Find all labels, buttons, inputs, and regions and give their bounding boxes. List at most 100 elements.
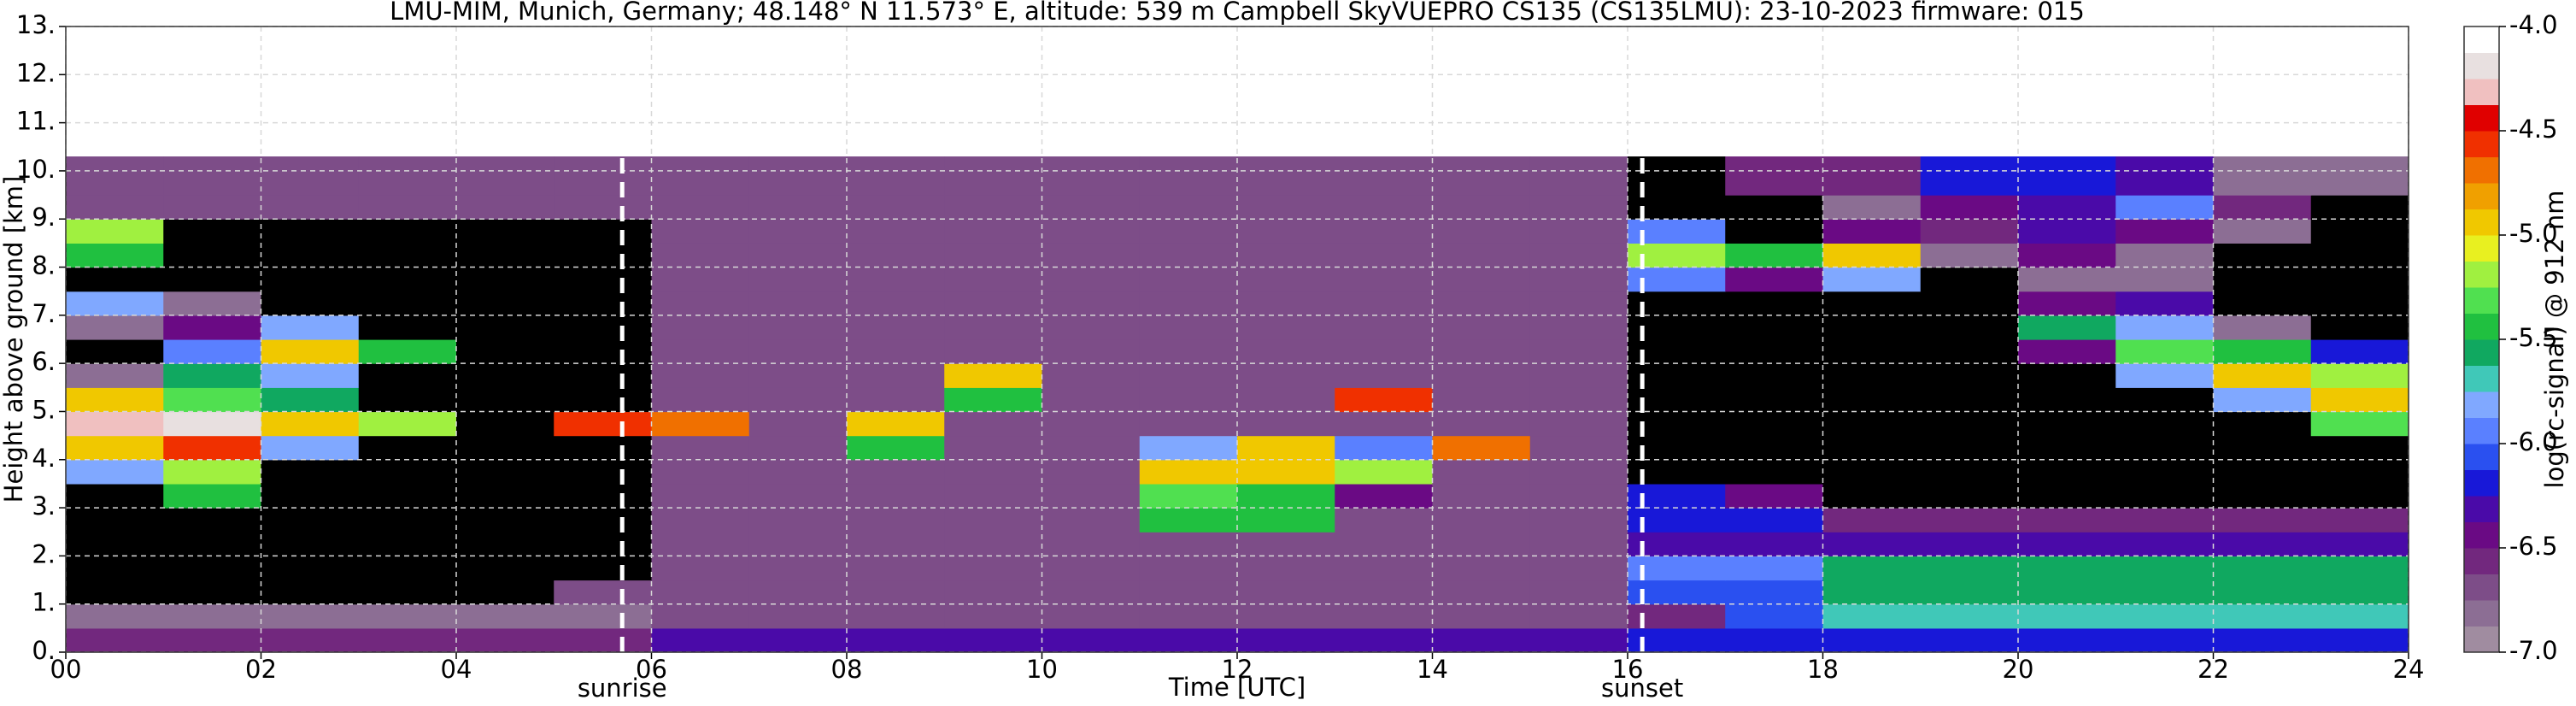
heatmap-cell (2213, 603, 2312, 629)
heatmap-cell (456, 291, 555, 316)
heatmap-cell (748, 435, 848, 461)
heatmap-cell (2115, 363, 2215, 388)
heatmap-cell (163, 508, 262, 532)
heatmap-cell (1822, 243, 1922, 268)
heatmap-cell (66, 243, 164, 268)
heatmap-cell (2213, 156, 2312, 196)
heatmap-cell (1725, 411, 1824, 437)
heatmap-cell (1237, 219, 1335, 244)
heatmap-cell (651, 556, 750, 581)
heatmap-cell (1529, 411, 1628, 437)
heatmap-cell (163, 339, 262, 364)
heatmap-cell (1822, 267, 1922, 292)
heatmap-cell (456, 627, 555, 653)
heatmap-cell (1139, 267, 1238, 292)
heatmap-cell (1139, 363, 1238, 388)
heatmap-cell (554, 363, 653, 388)
heatmap-cell (261, 556, 360, 581)
heatmap-cell (2018, 267, 2116, 292)
heatmap-cell (748, 483, 848, 509)
heatmap-cell (261, 363, 360, 388)
heatmap-cell (2310, 219, 2409, 244)
heatmap-cell (944, 195, 1043, 220)
heatmap-cell (1042, 483, 1141, 509)
heatmap-cell (1042, 603, 1141, 629)
heatmap-cell (1529, 219, 1628, 244)
heatmap-cell (456, 195, 555, 220)
heatmap-cell (1042, 435, 1141, 461)
heatmap-cell (1237, 483, 1335, 509)
heatmap-cell (1529, 508, 1628, 532)
heatmap-cell (1725, 483, 1824, 509)
heatmap-cell (2310, 363, 2409, 388)
heatmap-cell (1139, 291, 1238, 316)
heatmap-cell (554, 627, 653, 653)
heatmap-cell (1335, 315, 1434, 340)
heatmap-cell (66, 267, 164, 292)
colorbar-swatch (2464, 79, 2499, 105)
heatmap-cell (651, 532, 750, 556)
heatmap-cell (1529, 627, 1628, 653)
y-tick-label: 2. (32, 539, 56, 568)
chart-title: LMU-MIM, Munich, Germany; 48.148° N 11.5… (390, 0, 2085, 26)
heatmap-cell (2310, 156, 2409, 196)
heatmap-cell (261, 291, 360, 316)
heatmap-cell (944, 603, 1043, 629)
heatmap-cell (1725, 580, 1824, 605)
heatmap-cell (944, 156, 1043, 196)
heatmap-cell (651, 243, 750, 268)
heatmap-cell (163, 627, 262, 653)
heatmap-cell (554, 483, 653, 509)
heatmap-cell (2213, 387, 2312, 413)
y-tick-label: 5. (32, 395, 56, 424)
heatmap-cell (554, 580, 653, 605)
heatmap-cell (748, 411, 848, 437)
heatmap-cell (1822, 411, 1922, 437)
heatmap-cell (1237, 195, 1335, 220)
heatmap-cell (748, 195, 848, 220)
y-tick-label: 8. (32, 251, 56, 280)
heatmap-cell (456, 156, 555, 196)
heatmap-cell (2115, 435, 2215, 461)
heatmap-cell (1725, 243, 1824, 268)
heatmap-cell (1822, 387, 1922, 413)
heatmap-cell (1725, 195, 1824, 220)
heatmap-cell (1529, 483, 1628, 509)
heatmap-cell (1822, 627, 1922, 653)
heatmap-cell (2115, 483, 2215, 509)
colorbar-tick-label: -5.5 (2509, 323, 2558, 352)
heatmap-cell (748, 387, 848, 413)
heatmap-cell (261, 459, 360, 485)
heatmap-cell (1529, 315, 1628, 340)
heatmap-cell (651, 195, 750, 220)
heatmap-cell (944, 532, 1043, 556)
heatmap-cell (1042, 219, 1141, 244)
heatmap-cell (261, 219, 360, 244)
heatmap-cell (2018, 580, 2116, 605)
heatmap-cell (2213, 339, 2312, 364)
heatmap-cell (1335, 363, 1434, 388)
heatmap-cell (944, 580, 1043, 605)
heatmap-cell (2018, 291, 2116, 316)
heatmap-cell (651, 508, 750, 532)
heatmap-cell (1822, 532, 1922, 556)
heatmap-cell (66, 387, 164, 413)
heatmap-cell (261, 435, 360, 461)
heatmap-cell (456, 483, 555, 509)
heatmap-cell (554, 156, 653, 196)
heatmap-cell (1335, 556, 1434, 581)
heatmap-cell (2213, 532, 2312, 556)
heatmap-cell (1725, 627, 1824, 653)
heatmap-cell (651, 580, 750, 605)
heatmap-cell (1139, 195, 1238, 220)
colorbar-swatch (2464, 156, 2499, 184)
heatmap-cell (748, 243, 848, 268)
heatmap-cell (2018, 435, 2116, 461)
heatmap-cell (1237, 459, 1335, 485)
heatmap-cell (2115, 459, 2215, 485)
x-tick-label: 02 (245, 655, 277, 684)
heatmap-cell (1042, 508, 1141, 532)
heatmap-cell (163, 219, 262, 244)
heatmap-cell (554, 243, 653, 268)
